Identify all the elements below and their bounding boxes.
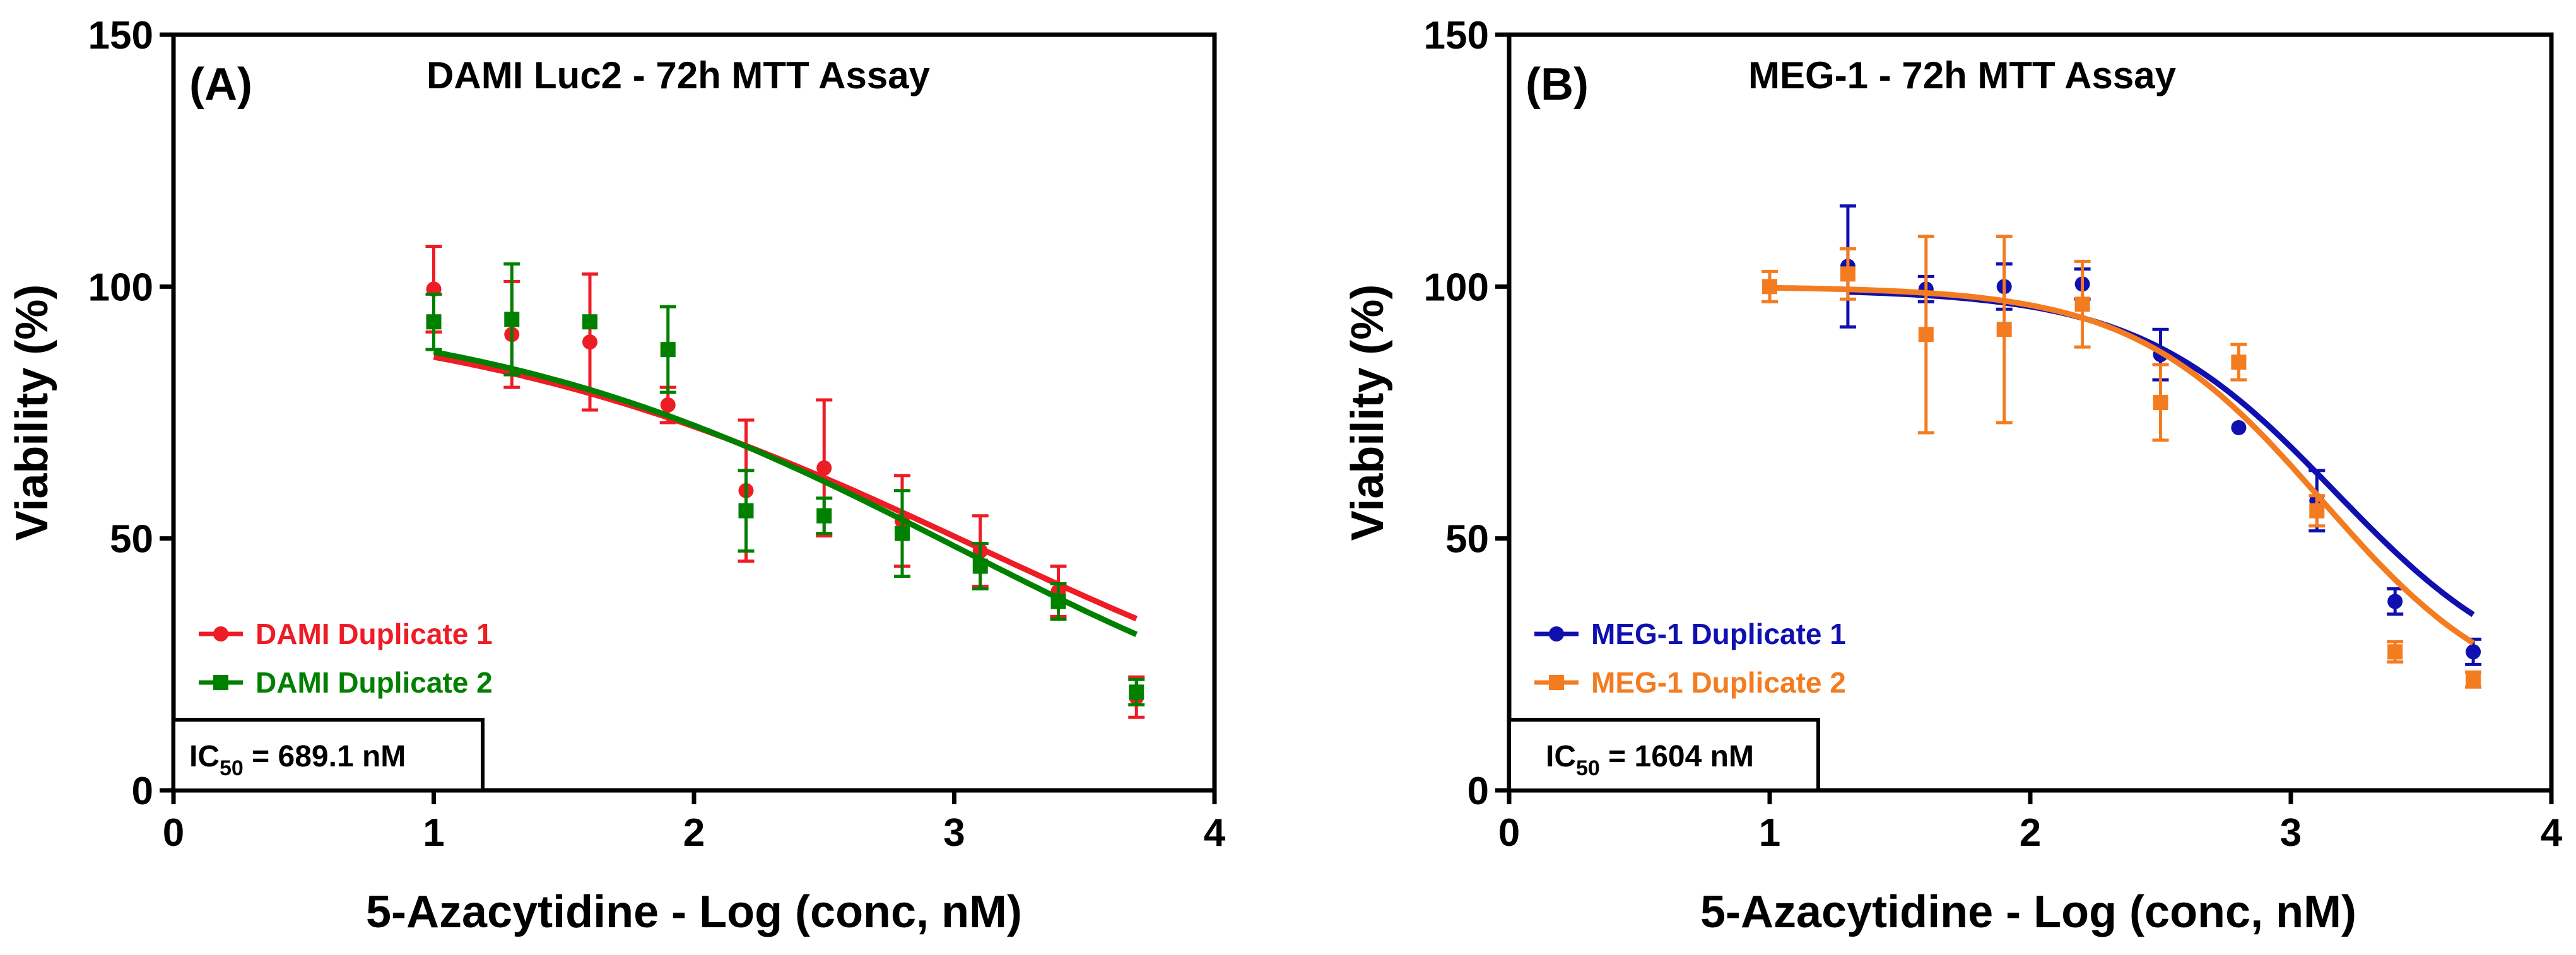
legend: DAMI Duplicate 1 DAMI Duplicate 2 [199,618,493,699]
data-point [2466,644,2481,660]
ic50-value: = 1604 nM [1600,740,1754,773]
ic50-frame [172,718,485,792]
data-point [816,508,832,524]
series-layer [1761,204,2482,689]
ic50-frame [1507,718,1820,792]
legend-entry-2: DAMI Duplicate 2 [199,666,493,699]
y-tick-label: 0 [132,770,153,813]
data-point [660,397,676,413]
data-point [1129,684,1144,700]
legend-label: DAMI Duplicate 2 [256,666,493,699]
y-axis-label: Viability (%) [7,284,57,541]
fit-curve [433,349,1138,637]
panel-a-chart: 0 1 2 3 4 0 50 100 150 (A) DAMI Luc2 - 72h MTT A… [7,14,1226,937]
data-point [2309,503,2325,519]
ic50-label: IC50 = 1604 nM [1546,740,1754,780]
legend-label: MEG-1 Duplicate 1 [1591,618,1846,650]
y-tick-label: 100 [1424,266,1489,309]
ic50-box: IC50 = 1604 nM [1507,718,1820,792]
data-point [582,334,597,350]
data-point [504,312,520,327]
data-point [2231,354,2247,370]
data-point [895,525,910,541]
y-tick-label: 150 [88,14,153,57]
data-point [1840,266,1856,282]
data-point [2387,594,2403,609]
data-point [2466,672,2481,688]
data-point [1050,594,1066,609]
panel-label: (A) [189,59,252,110]
legend-marker-circle [213,626,228,642]
x-tick-label: 1 [423,811,444,855]
x-tick-label: 0 [163,811,184,855]
legend-entry-1: DAMI Duplicate 1 [199,618,493,650]
data-point [582,314,597,330]
data-point [1762,279,1777,295]
data-point [2231,419,2247,435]
data-point [2153,395,2168,411]
legend-label: DAMI Duplicate 1 [256,618,493,650]
y-tick-label: 100 [88,266,153,309]
data-point [660,342,676,358]
axis-ticks: 0 1 2 3 4 0 50 100 150 [1424,14,2563,855]
x-tick-label: 4 [2541,811,2563,855]
x-tick-label: 0 [1498,811,1520,855]
legend-marker-circle [1549,626,1564,642]
ic50-prefix: IC [1546,740,1576,773]
series-1 [425,244,1145,719]
series-2 [425,262,1145,706]
x-tick-label: 2 [2020,811,2041,855]
fit-curve [1769,284,2475,646]
panel-b-chart: 0 1 2 3 4 0 50 100 150 (B) MEG-1 - 72h MTT Assay… [1343,14,2563,937]
ic50-prefix: IC [189,740,220,773]
y-tick-label: 0 [1467,770,1489,813]
x-axis-label: 5-Azacytidine - Log (conc, nM) [366,887,1022,937]
legend: MEG-1 Duplicate 1 MEG-1 Duplicate 2 [1534,618,1846,699]
ic50-label: IC50 = 689.1 nM [189,740,406,780]
data-point [972,558,988,574]
x-tick-label: 1 [1759,811,1780,855]
y-tick-label: 50 [1445,518,1489,561]
series-2 [1761,234,2482,689]
legend-label: MEG-1 Duplicate 2 [1591,666,1846,699]
x-tick-label: 4 [1204,811,1226,855]
fit-curve [433,354,1138,622]
y-tick-label: 150 [1424,14,1489,57]
legend-entry-2: MEG-1 Duplicate 2 [1534,666,1846,699]
panel-label: (B) [1526,59,1589,110]
legend-marker-square [213,675,228,690]
x-tick-label: 2 [683,811,705,855]
series-layer [425,244,1145,719]
data-point [1918,327,1934,343]
x-axis-label: 5-Azacytidine - Log (conc, nM) [1700,887,2356,937]
axis-ticks: 0 1 2 3 4 0 50 100 150 [88,14,1226,855]
ic50-value: = 689.1 nM [244,740,406,773]
data-point [738,503,754,519]
data-point [2387,644,2403,660]
ic50-subscript: 50 [1576,756,1600,780]
chart-title: MEG-1 - 72h MTT Assay [1748,54,2177,97]
data-point [2074,296,2090,312]
chart-title: DAMI Luc2 - 72h MTT Assay [426,54,931,97]
ic50-box: IC50 = 689.1 nM [172,718,485,792]
y-axis-label: Viability (%) [1343,284,1393,541]
y-tick-label: 50 [110,518,153,561]
legend-entry-1: MEG-1 Duplicate 1 [1534,618,1846,650]
data-point [1996,322,2012,337]
legend-marker-square [1549,675,1564,690]
data-point [816,460,832,476]
x-tick-label: 3 [2280,811,2302,855]
ic50-subscript: 50 [220,756,244,780]
x-tick-label: 3 [943,811,965,855]
data-point [426,314,442,330]
